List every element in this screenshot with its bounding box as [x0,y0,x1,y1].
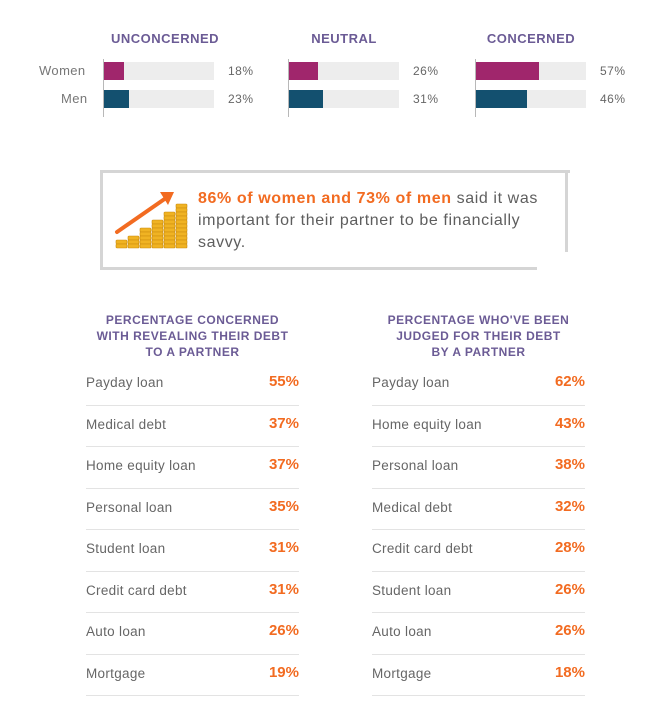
table-row: Mortgage 19% [86,655,299,696]
row-label: Student loan [86,541,166,556]
row-label: Credit card debt [372,541,473,556]
table-title-line3: TO A PARTNER [145,345,240,359]
row-label-men: Men [61,91,88,106]
table-title-line2: JUDGED FOR THEIR DEBT [396,329,561,343]
table-row: Payday loan 55% [86,364,299,406]
callout-highlight: 86% of women and 73% of men [198,190,452,207]
table-title-line3: BY A PARTNER [431,345,526,359]
table-row: Medical debt 37% [86,406,299,447]
row-label: Auto loan [372,624,432,639]
row-value: 31% [268,580,299,598]
row-label: Auto loan [86,624,146,639]
row-label: Medical debt [372,499,453,515]
row-value: 37% [268,456,299,473]
bar-unconcerned-women [104,62,124,80]
row-label: Student loan [372,582,452,598]
bar-neutral-women [289,62,318,80]
rising-coins-chart-icon [115,192,188,249]
panel-title-neutral: NEUTRAL [311,31,377,46]
table-title-line2: WITH REVEALING THEIR DEBT [96,329,289,343]
row-value: 31% [268,539,299,556]
panel-axis-line [103,59,104,117]
bar-track-men [104,90,214,108]
row-value: 55% [268,373,299,390]
table-row: Credit card debt 28% [372,530,585,572]
bar-value-label: 18% [228,64,254,78]
table-row: Home equity loan 43% [372,406,585,447]
bar-value-label: 46% [600,92,626,106]
row-value: 37% [268,414,299,432]
row-value: 18% [554,663,585,681]
bar-track-men [289,90,399,108]
bar-track-men [476,90,586,108]
row-label-women: Women [39,63,86,78]
table-row: Personal loan 38% [372,447,585,489]
row-value: 43% [554,414,585,432]
row-value: 28% [554,539,585,556]
row-value: 38% [554,456,585,473]
table-title-line1: PERCENTAGE WHO'VE BEEN [387,313,570,327]
row-value: 62% [554,373,585,390]
row-label: Personal loan [86,499,173,515]
bar-track-women [476,62,586,80]
table-row: Personal loan 35% [86,489,299,530]
panel-axis-line [288,59,289,117]
bar-concerned-women [476,62,539,80]
table-row: Payday loan 62% [372,364,585,406]
table-row: Student loan 31% [86,530,299,572]
table-row: Auto loan 26% [372,613,585,655]
row-value: 26% [554,622,585,639]
panel-title-unconcerned: UNCONCERNED [110,31,220,46]
callout-border-top [100,170,570,173]
callout-border-bottom [100,267,537,270]
row-label: Personal loan [372,458,459,473]
table-row: Medical debt 32% [372,489,585,530]
bar-concerned-men [476,90,527,108]
row-label: Payday loan [372,375,450,390]
bar-neutral-men [289,90,324,108]
table-row: Auto loan 26% [86,613,299,655]
bar-track-women [289,62,399,80]
row-label: Mortgage [372,665,432,681]
judged-for-debt-table: PERCENTAGE WHO'VE BEEN JUDGED FOR THEIR … [372,312,585,696]
row-value: 35% [268,497,299,515]
table-rows: Payday loan 62% Home equity loan 43% Persona… [372,364,585,696]
bar-value-label: 23% [228,92,254,106]
bar-value-label: 57% [600,64,626,78]
table-rows: Payday loan 55% Medical debt 37% Home equity… [86,364,299,696]
bar-unconcerned-men [104,90,130,108]
row-value: 26% [268,622,299,639]
row-label: Payday loan [86,375,164,390]
row-value: 26% [554,580,585,598]
table-row: Student loan 26% [372,572,585,613]
callout-border-left [100,170,103,270]
table-title: PERCENTAGE CONCERNED WITH REVEALING THEI… [86,312,299,364]
row-label: Medical debt [86,416,167,432]
row-label: Home equity loan [372,416,482,432]
partner-savvy-callout: 86% of women and 73% of men said it was … [100,170,570,270]
bar-track-women [104,62,214,80]
panel-title-concerned: CONCERNED [486,31,576,46]
concerned-revealing-debt-table: PERCENTAGE CONCERNED WITH REVEALING THEI… [86,312,299,696]
table-title-emphasis: CONCERNED [197,313,280,327]
table-row: Home equity loan 37% [86,447,299,489]
row-value: 19% [268,663,299,681]
row-label: Credit card debt [86,582,187,598]
panel-axis-line [475,59,476,117]
bar-value-label: 26% [413,64,439,78]
row-label: Mortgage [86,665,146,681]
row-value: 32% [554,497,585,515]
callout-border-right [565,170,568,252]
callout-text: 86% of women and 73% of men said it was … [198,188,558,254]
bar-value-label: 31% [413,92,439,106]
callout-body: said it was important for their partner … [198,190,538,251]
table-row: Credit card debt 31% [86,572,299,613]
table-title-part: PERCENTAGE [105,313,198,327]
row-label: Home equity loan [86,458,196,473]
table-row: Mortgage 18% [372,655,585,696]
table-title: PERCENTAGE WHO'VE BEEN JUDGED FOR THEIR … [372,312,585,364]
